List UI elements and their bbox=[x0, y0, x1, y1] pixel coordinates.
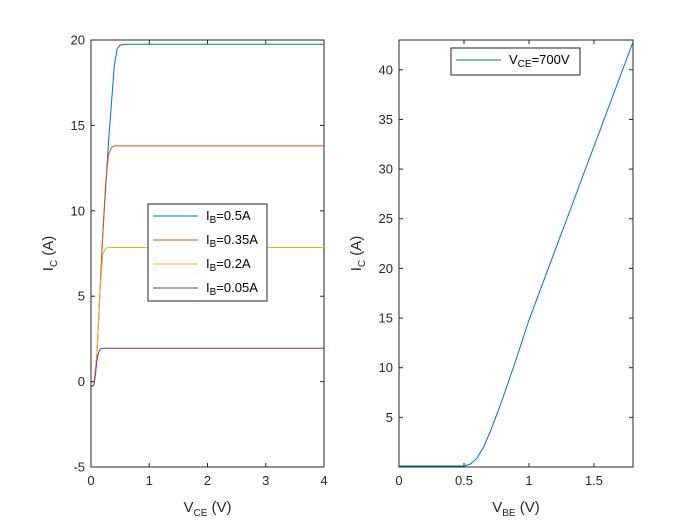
legend-right: VCE=700V bbox=[450, 47, 581, 76]
y-tick-label: 20 bbox=[71, 33, 85, 48]
legend-left: IB=0.5A IB=0.35A IB=0.2A IB=0.05A bbox=[147, 203, 268, 302]
x-tick-label: 0 bbox=[87, 473, 94, 488]
series-line-left-3 bbox=[91, 347, 324, 388]
y-tick-label: 25 bbox=[379, 211, 393, 226]
y-axis-label: IC (A) bbox=[40, 236, 60, 272]
y-tick-label: 5 bbox=[386, 410, 393, 425]
y-tick-label: 10 bbox=[71, 203, 85, 218]
legend-box bbox=[147, 203, 268, 302]
legend-entry-label: IB=0.05A bbox=[206, 280, 258, 298]
legend-box bbox=[450, 47, 581, 76]
x-tick-label: 3 bbox=[262, 473, 269, 488]
plot-right: 0 0.5 1 1.5 5 10 15 20 25 30 35 40 VBE (V) IC (A) VCE=… bbox=[348, 39, 634, 519]
y-axis-label: IC (A) bbox=[348, 236, 368, 272]
y-tick-label: 5 bbox=[78, 289, 85, 304]
y-tick-label: 15 bbox=[379, 311, 393, 326]
x-tick-label: 0.5 bbox=[455, 473, 473, 488]
y-tick-label: 40 bbox=[379, 62, 393, 77]
legend-entry-label: VCE=700V bbox=[509, 52, 570, 70]
y-tick-label: -5 bbox=[73, 460, 85, 475]
x-tick-label: 1.5 bbox=[585, 473, 603, 488]
legend-entry-label: IB=0.2A bbox=[206, 256, 251, 274]
series-line-right-0 bbox=[399, 41, 633, 467]
x-tick-label: 1 bbox=[525, 473, 532, 488]
y-tick-label: 35 bbox=[379, 112, 393, 127]
y-tick-label: 10 bbox=[379, 360, 393, 375]
x-tick-label: 1 bbox=[146, 473, 153, 488]
legend-entry-label: IB=0.5A bbox=[206, 208, 251, 226]
x-axis-label: VCE (V) bbox=[183, 499, 231, 519]
x-tick-label: 4 bbox=[320, 473, 327, 488]
x-axis-label: VBE (V) bbox=[492, 499, 540, 519]
y-tick-label: 15 bbox=[71, 118, 85, 133]
y-tick-label: 30 bbox=[379, 162, 393, 177]
y-tick-label: 20 bbox=[379, 261, 393, 276]
x-tick-label: 0 bbox=[395, 473, 402, 488]
y-tick-label: 0 bbox=[78, 374, 85, 389]
legend-entry-label: IB=0.35A bbox=[206, 232, 258, 250]
x-tick-label: 2 bbox=[204, 473, 211, 488]
axes-box-right bbox=[398, 39, 634, 468]
